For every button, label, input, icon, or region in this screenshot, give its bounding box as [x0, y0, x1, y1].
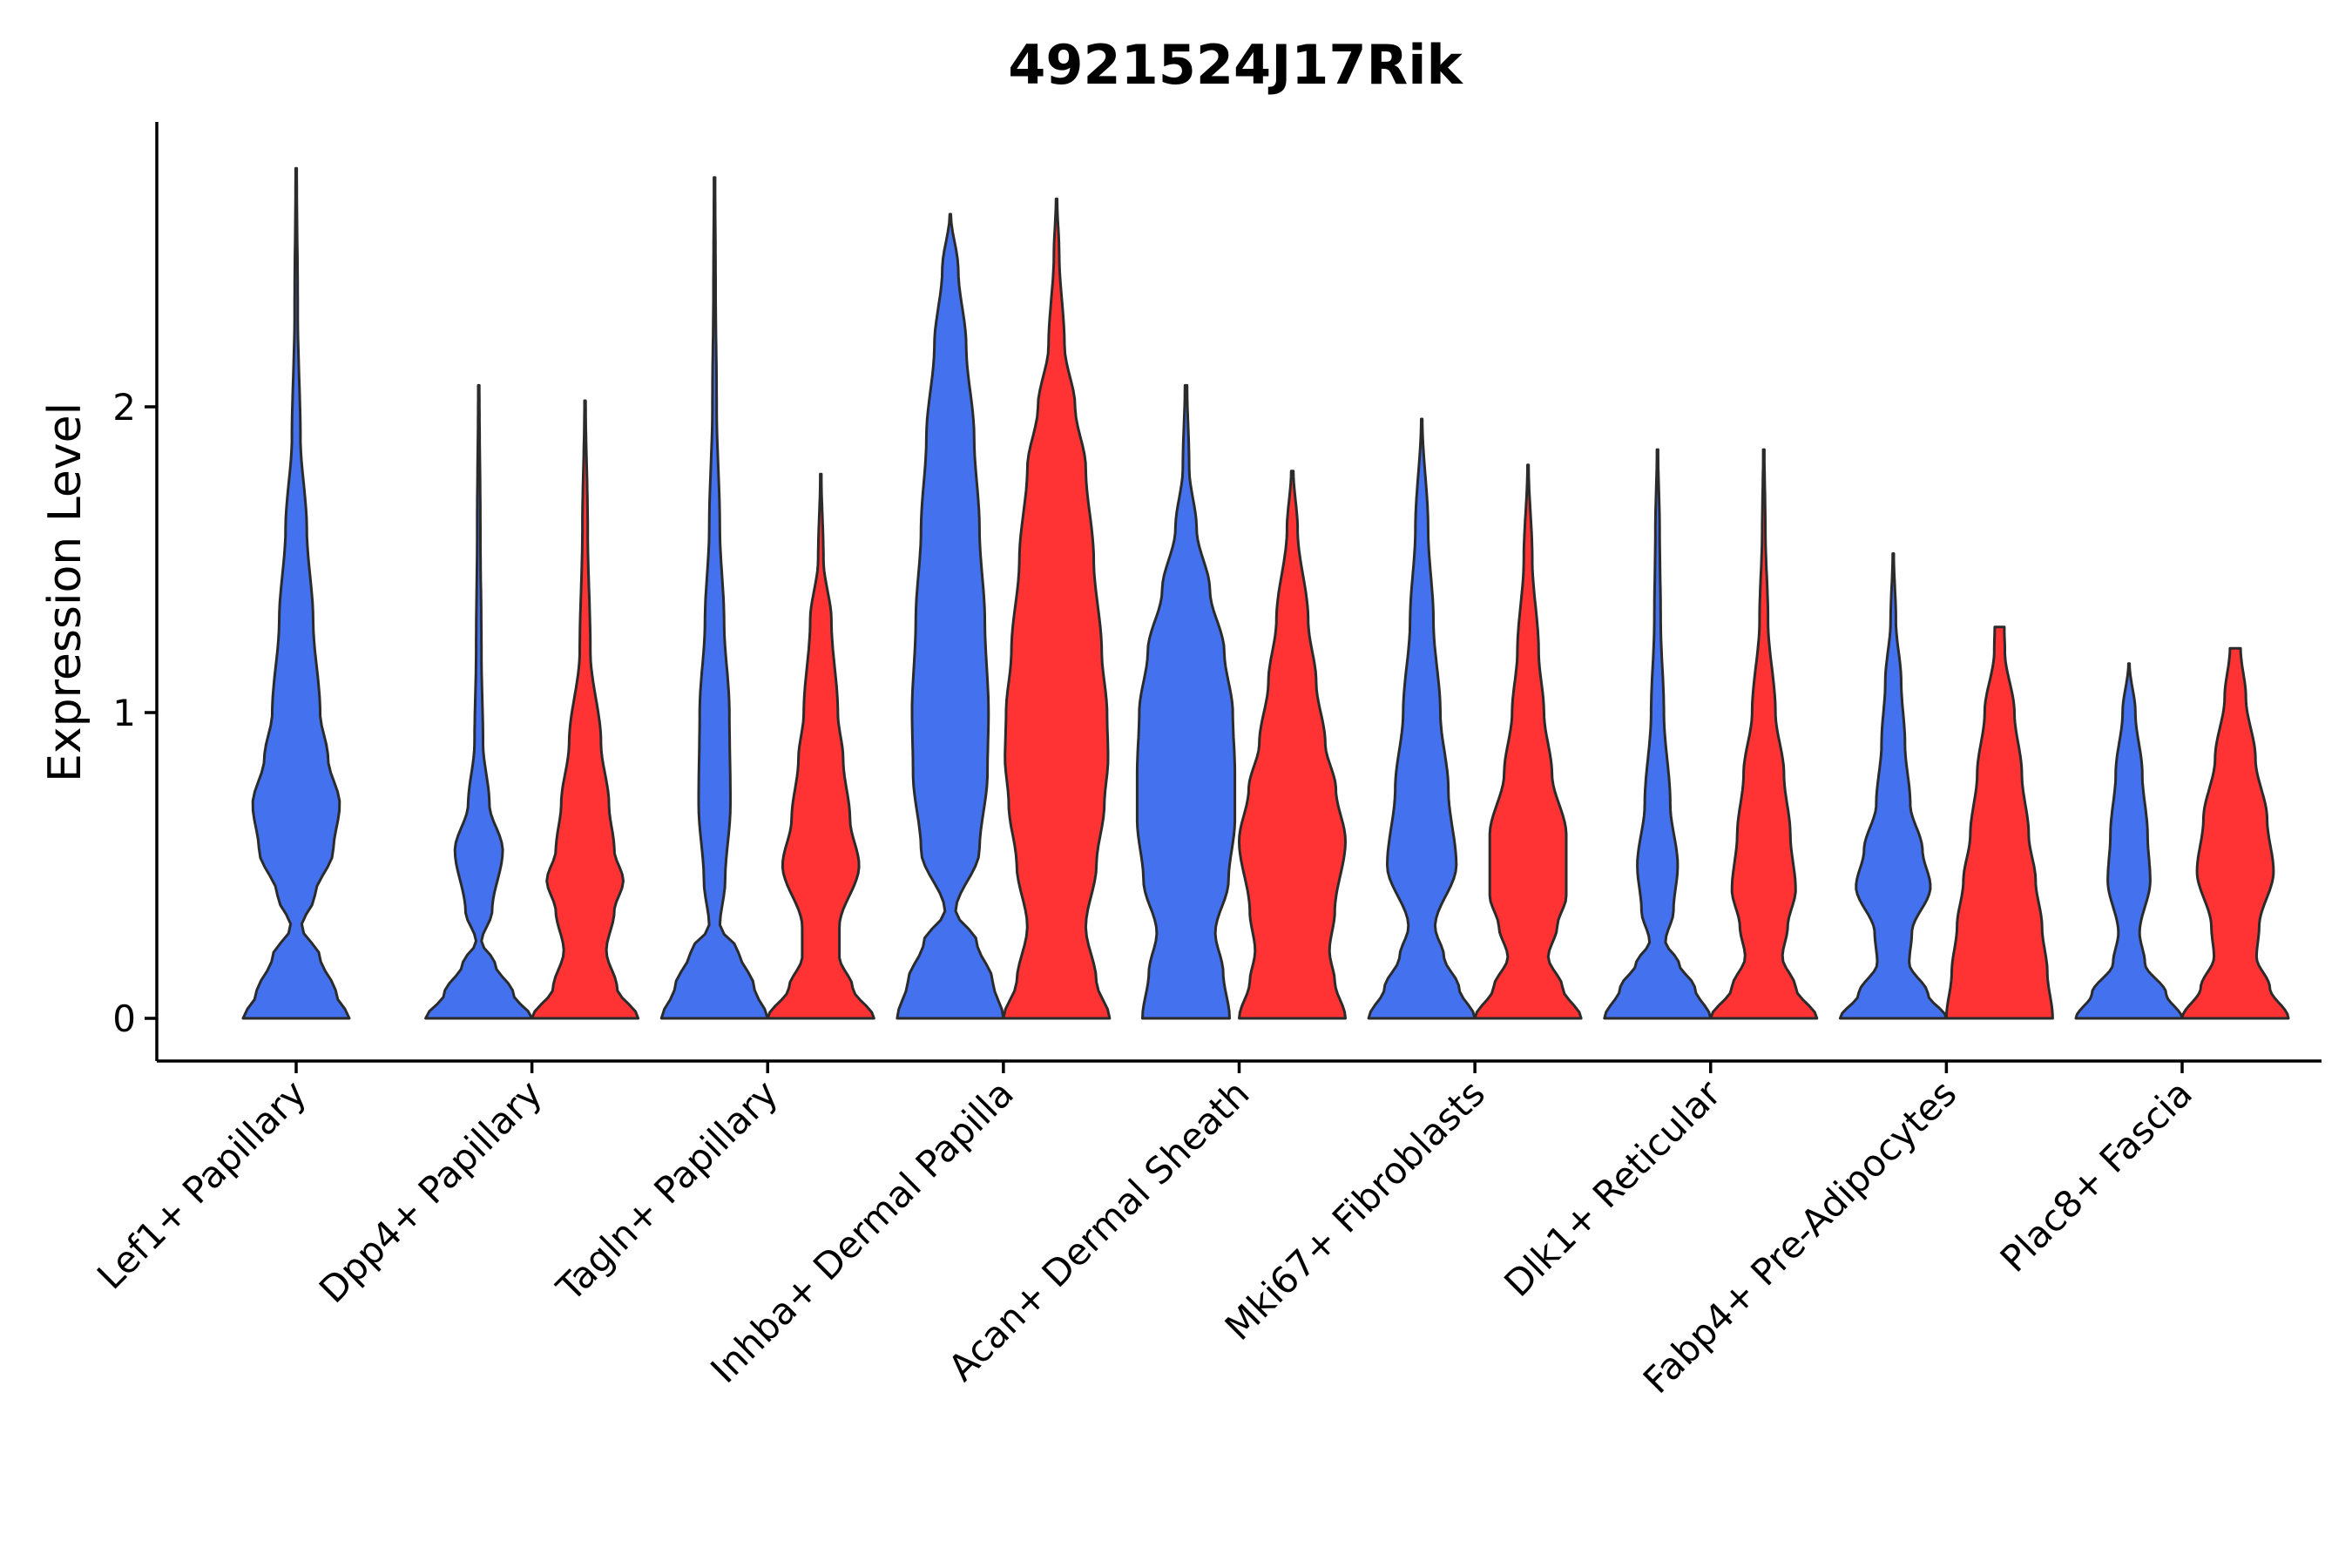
x-tick-label: Dlk1+ Reticular	[1496, 1071, 1729, 1305]
violin-red-5	[1238, 470, 1347, 1020]
violin-red-7	[1709, 448, 1819, 1020]
y-tick-label: 1	[112, 692, 136, 734]
x-tick-label: Mki67+ Fibroblasts	[1217, 1071, 1493, 1348]
y-axis-label: Expression Level	[39, 402, 91, 782]
violin-blue-6	[1367, 417, 1477, 1020]
violin-blue-4	[896, 213, 1005, 1020]
x-tick-label: Plac8+ Fascia	[1992, 1071, 2200, 1280]
x-tick-label: Lef1+ Papillary	[89, 1071, 314, 1297]
violin-red-2	[531, 399, 640, 1020]
violin-blue-1	[241, 166, 351, 1020]
violin-blue-8	[1838, 552, 1948, 1020]
chart-title: 4921524J17Rik	[1008, 33, 1463, 97]
y-tick-label: 2	[112, 386, 136, 429]
x-tick-label: Tagln+ Papillary	[548, 1071, 786, 1309]
violin-red-4	[1002, 197, 1112, 1020]
violin-blue-3	[659, 176, 769, 1020]
violin-red-9	[2180, 646, 2290, 1020]
violin-blue-2	[424, 383, 534, 1020]
violin-red-8	[1944, 625, 2054, 1020]
violin-blue-5	[1135, 383, 1237, 1020]
violin-blue-7	[1603, 448, 1713, 1020]
violin-red-6	[1473, 463, 1583, 1020]
violin-red-3	[766, 472, 875, 1020]
violin-blue-9	[2074, 662, 2184, 1020]
y-tick-label: 0	[112, 997, 136, 1040]
x-tick-label: Dpp4+ Papillary	[311, 1071, 551, 1311]
violins-layer	[241, 166, 2290, 1020]
